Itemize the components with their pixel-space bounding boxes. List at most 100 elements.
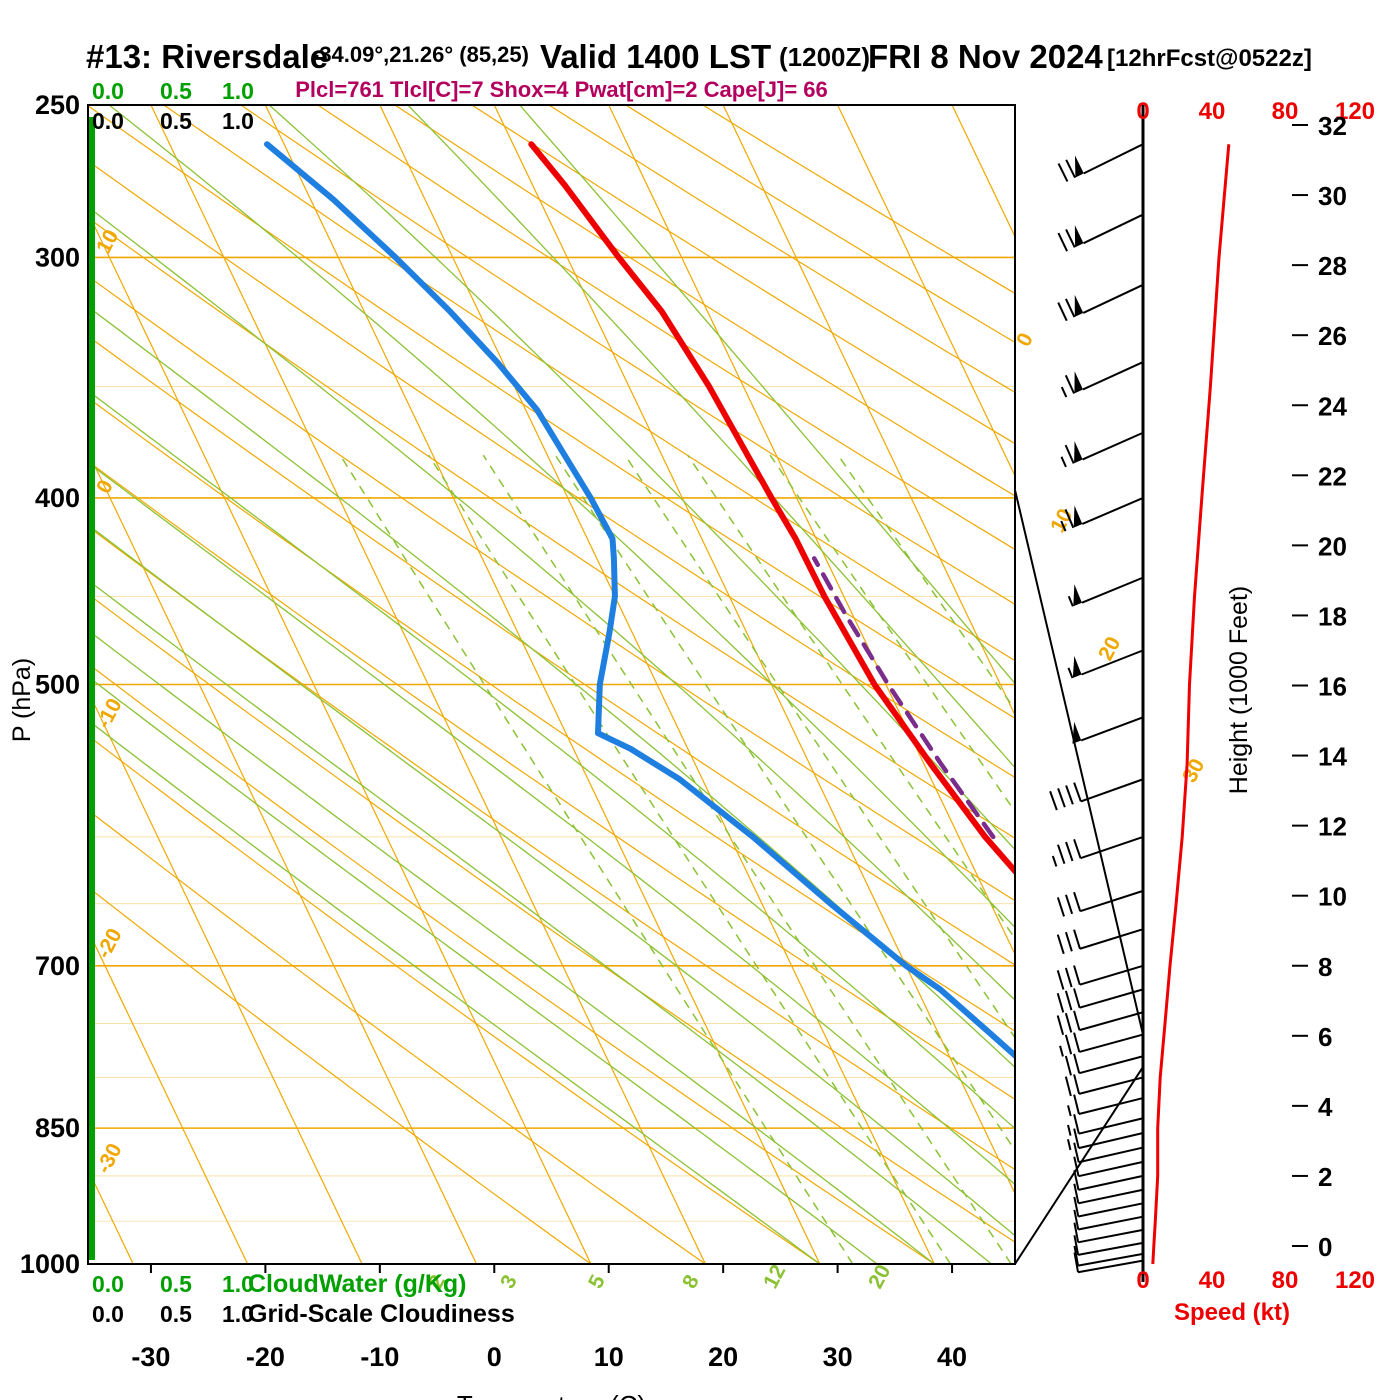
barb-full bbox=[1065, 228, 1076, 248]
mixing-ratio-line bbox=[482, 454, 1012, 1264]
parcel-path-curve bbox=[811, 556, 996, 840]
barb-shaft bbox=[1078, 1117, 1144, 1135]
barb-full bbox=[1064, 990, 1073, 1011]
wind-barb bbox=[1066, 1128, 1144, 1151]
wind-barb bbox=[1057, 213, 1144, 252]
height-tick-label: 16 bbox=[1318, 672, 1347, 702]
dry-adiabat bbox=[88, 160, 1015, 779]
barb-full bbox=[1065, 159, 1076, 179]
barb-full bbox=[1073, 1222, 1080, 1243]
dry-adiabat bbox=[88, 662, 935, 1264]
wind-barb bbox=[1073, 1209, 1144, 1231]
wind-barb bbox=[1060, 361, 1144, 398]
barb-half bbox=[1067, 1124, 1072, 1136]
barb-shaft bbox=[1082, 361, 1144, 391]
dry-adiabat bbox=[317, 105, 1015, 551]
dry-adiabat-label: -20 bbox=[92, 925, 127, 963]
moist-adiabat bbox=[88, 461, 1015, 1186]
barb-shaft bbox=[1077, 1241, 1144, 1256]
barb-pennant bbox=[1074, 441, 1083, 464]
dry-adiabat bbox=[88, 275, 1015, 902]
barb-pennant bbox=[1074, 155, 1084, 178]
barb-half bbox=[1067, 1105, 1072, 1117]
barb-full bbox=[1073, 988, 1081, 1009]
isotherm-line bbox=[264, 105, 821, 1264]
barb-full bbox=[1073, 1032, 1081, 1053]
isotherm-line bbox=[88, 689, 363, 1264]
barb-full bbox=[1064, 444, 1075, 464]
height-tick-label: 28 bbox=[1318, 251, 1347, 281]
height-tick-label: 26 bbox=[1318, 321, 1347, 351]
dry-adiabat-label: -30 bbox=[92, 1140, 127, 1178]
valid-time-z: (1200Z) bbox=[779, 42, 870, 72]
mixing-ratio-label: 3 bbox=[496, 1271, 522, 1292]
barb-full bbox=[1065, 298, 1076, 318]
barb-full bbox=[1057, 232, 1068, 252]
height-tick-label: 30 bbox=[1318, 181, 1347, 211]
barb-shaft bbox=[1077, 1259, 1144, 1274]
dry-adiabat bbox=[88, 397, 1015, 1032]
barb-shaft bbox=[1082, 283, 1144, 314]
wind-barb bbox=[1056, 964, 1144, 990]
height-tick-label: 8 bbox=[1318, 952, 1332, 982]
pressure-tick-label: 700 bbox=[35, 951, 80, 981]
height-tick-label: 0 bbox=[1318, 1232, 1332, 1262]
barb-full bbox=[1073, 838, 1082, 859]
isotherm-line bbox=[608, 105, 1015, 956]
moist-adiabat bbox=[88, 579, 992, 1264]
mixing-ratio-line bbox=[687, 454, 1015, 940]
barb-full bbox=[1073, 1128, 1080, 1149]
plot-frame bbox=[87, 104, 1016, 1265]
wind-barb bbox=[1060, 497, 1144, 532]
dry-adiabat-label: 10 bbox=[1046, 505, 1077, 536]
barb-full bbox=[1049, 790, 1058, 811]
barb-shaft bbox=[1078, 1055, 1144, 1075]
dry-adiabat bbox=[88, 460, 1015, 1101]
barb-half bbox=[1067, 667, 1074, 679]
speed-tick-bottom: 80 bbox=[1272, 1267, 1299, 1294]
height-tick-label: 18 bbox=[1318, 601, 1347, 631]
wind-barb bbox=[1073, 1142, 1144, 1164]
temperature-tick-label: 40 bbox=[937, 1342, 967, 1372]
mixing-ratio-label: 20 bbox=[864, 1261, 895, 1292]
height-tick-label: 2 bbox=[1318, 1162, 1332, 1192]
barb-pennant bbox=[1074, 294, 1084, 317]
wind-barb bbox=[1056, 1010, 1144, 1036]
wind-barb bbox=[1073, 1170, 1144, 1191]
pressure-tick-label: 300 bbox=[35, 242, 80, 272]
wind-barb bbox=[1067, 1113, 1144, 1136]
wind-barb bbox=[1064, 1074, 1144, 1097]
dry-adiabat bbox=[394, 105, 1015, 497]
speed-axis-label: Speed (kt) bbox=[1174, 1299, 1290, 1326]
height-tick-label: 6 bbox=[1318, 1022, 1332, 1052]
temperature-tick-label: -20 bbox=[246, 1342, 285, 1372]
height-tick-label: 22 bbox=[1318, 461, 1347, 491]
cloudiness-tick-top: 0.0 bbox=[92, 108, 124, 134]
barb-full bbox=[1073, 1094, 1080, 1115]
barb-shaft bbox=[1081, 497, 1144, 525]
valid-date: FRI 8 Nov 2024 bbox=[868, 38, 1103, 75]
cloudwater-tick-bottom: 1.0 bbox=[222, 1271, 254, 1297]
temperature-tick-label: 0 bbox=[487, 1342, 502, 1372]
dry-adiabat-label: 0 bbox=[92, 476, 118, 497]
cloudwater-axis-label: CloudWater (g/Kg) bbox=[248, 1270, 466, 1298]
wind-barb bbox=[1057, 283, 1144, 322]
moist-adiabat bbox=[88, 305, 1015, 1069]
wind-barb bbox=[1051, 835, 1144, 867]
moist-adiabat bbox=[88, 675, 878, 1264]
wind-barb bbox=[1073, 1252, 1144, 1274]
barb-full bbox=[1064, 931, 1073, 952]
wind-barb bbox=[1049, 778, 1144, 811]
temperature-curve bbox=[528, 141, 1015, 876]
barb-pennant bbox=[1073, 584, 1082, 607]
dewpoint-curve bbox=[264, 141, 1015, 1060]
moist-adiabat bbox=[88, 524, 1015, 1237]
barb-shaft bbox=[1081, 576, 1144, 604]
wind-barb bbox=[1072, 716, 1144, 744]
wind-barb bbox=[1073, 1183, 1144, 1205]
valid-time: Valid 1400 LST bbox=[540, 38, 771, 75]
wind-barb bbox=[1073, 1222, 1144, 1244]
barb-half bbox=[1060, 456, 1067, 468]
wind-barb bbox=[1073, 1156, 1144, 1178]
